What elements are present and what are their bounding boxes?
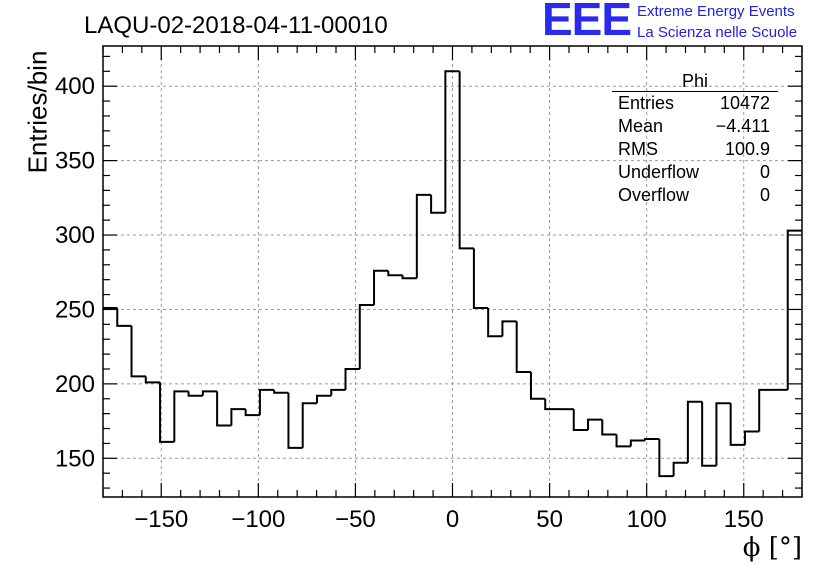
histogram-bin <box>130 325 146 378</box>
stats-value: 0 <box>759 162 770 182</box>
histogram-bin <box>301 402 317 448</box>
histogram-bin <box>601 419 617 436</box>
x-axis-label: ϕ [°] <box>742 533 802 563</box>
histogram-bin <box>401 275 417 280</box>
histogram-bin <box>173 390 189 442</box>
stats-label: Entries <box>618 93 675 113</box>
stats-row: Overflow 0 <box>612 184 778 207</box>
histogram-bin <box>758 388 774 432</box>
x-tick-label: −100 <box>231 506 285 533</box>
histogram-bin <box>244 409 260 417</box>
histogram-bin <box>501 320 517 337</box>
y-tick-label: 350 <box>55 148 95 175</box>
stats-row: RMS 100.9 <box>612 138 778 161</box>
histogram-bin <box>159 382 175 443</box>
histogram-bin <box>729 403 745 446</box>
stats-value: −4.411 <box>715 116 770 136</box>
histogram-bin <box>672 461 688 477</box>
histogram-bin <box>515 321 531 373</box>
x-tick-label: −50 <box>335 506 376 533</box>
stats-value: 10472 <box>719 93 770 113</box>
histogram-bin <box>387 270 403 277</box>
x-tick-label: 0 <box>446 506 459 533</box>
histogram-bin <box>430 194 446 214</box>
histogram-bin <box>230 408 246 426</box>
y-tick-label: 250 <box>55 296 95 323</box>
stats-row: Mean −4.411 <box>612 115 778 138</box>
histogram-bin <box>373 269 389 305</box>
histogram-bin <box>444 70 460 213</box>
histogram-bin <box>701 401 717 467</box>
chart-title: LAQU-02-2018-04-11-00010 <box>84 12 388 39</box>
stats-label: Overflow <box>618 185 690 205</box>
histogram-bin <box>458 71 474 250</box>
histogram-bin <box>786 229 802 390</box>
stats-box: Phi Entries 10472 Mean −4.411 RMS 100.9 Underf… <box>612 72 778 207</box>
eee-logo: EEE <box>542 0 632 45</box>
histogram-bin <box>144 376 161 384</box>
stats-title: Phi <box>612 72 778 92</box>
logo-line-1: Extreme Energy Events <box>637 3 795 20</box>
histogram-bin <box>344 367 360 390</box>
histogram-bin <box>572 409 589 432</box>
x-tick-label: 100 <box>627 506 667 533</box>
x-tick-label: 150 <box>724 506 764 533</box>
y-tick-label: 200 <box>55 371 95 398</box>
stats-value: 0 <box>759 185 770 205</box>
logo-line-2: La Scienza nelle Scuole <box>637 24 798 41</box>
histogram-bin <box>529 371 546 400</box>
histogram-bin <box>415 193 432 279</box>
histogram-bin <box>187 391 203 397</box>
histogram-bin <box>258 388 275 416</box>
histogram-bin <box>644 437 660 441</box>
histogram-bin <box>201 390 218 396</box>
histogram-bin <box>472 248 489 309</box>
histogram-bin <box>615 434 631 448</box>
y-tick-label: 150 <box>55 445 95 472</box>
histogram-bin <box>743 430 760 445</box>
histogram-bin <box>544 398 560 411</box>
histogram-bin <box>358 303 375 369</box>
histogram-bin <box>487 307 503 338</box>
stats-label: Mean <box>618 116 664 136</box>
stats-value: 100.9 <box>724 139 770 159</box>
histogram-bin <box>315 394 332 404</box>
x-tick-label: 50 <box>536 506 563 533</box>
histogram-bin <box>287 392 303 449</box>
stats-row: Entries 10472 <box>612 92 778 115</box>
histogram-bin <box>715 402 731 466</box>
histogram-bin <box>116 307 132 327</box>
x-tick-label: −150 <box>134 506 188 533</box>
histogram-bin <box>587 418 603 431</box>
histogram-bin <box>330 388 346 396</box>
histogram-bin <box>216 391 232 427</box>
stats-label: RMS <box>618 139 658 159</box>
histogram-bin <box>686 400 703 463</box>
stats-row: Underflow 0 <box>612 161 778 184</box>
histogram-bin <box>629 439 646 447</box>
histogram-bin <box>273 389 289 394</box>
stats-label: Underflow <box>618 162 700 182</box>
y-tick-label: 300 <box>55 222 95 249</box>
y-axis-label: Entries/bin <box>22 50 53 174</box>
y-tick-label: 400 <box>55 73 95 100</box>
histogram-bin <box>658 438 674 478</box>
